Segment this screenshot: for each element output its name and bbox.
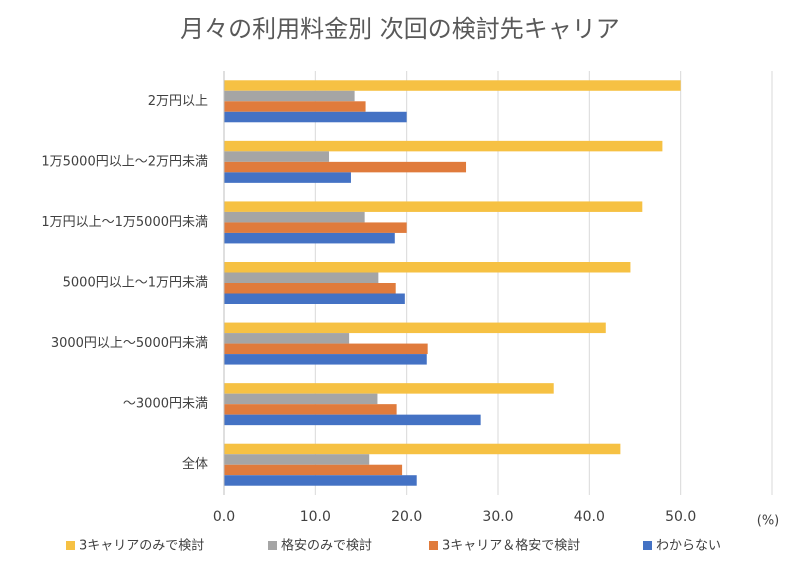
y-tick-label: 全体: [182, 456, 208, 472]
y-tick-label: ～3000円未満: [123, 397, 208, 412]
bar: [224, 222, 407, 233]
bar: [224, 443, 621, 455]
x-tick-label: 30.0: [482, 509, 513, 525]
bar: [224, 232, 395, 244]
legend-swatch: [66, 541, 75, 550]
bar: [224, 272, 379, 283]
x-tick-label: 0.0: [213, 509, 235, 525]
y-tick-label: 5000円以上～1万円未満: [63, 276, 208, 291]
legend-swatch: [268, 541, 277, 550]
x-tick-label: 50.0: [665, 509, 696, 525]
bar: [224, 404, 397, 415]
legend-swatch: [643, 541, 652, 550]
bar: [224, 262, 631, 273]
bar: [224, 333, 350, 344]
bar: [224, 101, 366, 112]
chart-title: 月々の利用料金別 次回の検討先キャリア: [180, 15, 620, 43]
bar: [224, 151, 330, 162]
y-tick-label: 1万5000円以上～2万円未満: [41, 154, 208, 169]
bar: [224, 161, 467, 173]
bar: [224, 211, 365, 223]
bar: [224, 383, 554, 394]
bar: [224, 393, 378, 405]
bar: [224, 475, 417, 486]
bar: [224, 464, 403, 476]
bar: [224, 414, 481, 426]
bar: [224, 454, 370, 465]
legend-label: 3キャリアのみで検討: [79, 538, 204, 554]
bar: [224, 343, 428, 355]
y-tick-label: 3000円以上～5000円未満: [51, 336, 208, 351]
legend-swatch: [429, 541, 438, 550]
legend-label: わからない: [656, 539, 721, 554]
bar: [224, 111, 407, 123]
y-tick-label: 2万円以上: [148, 94, 208, 109]
bar: [224, 201, 643, 212]
bar: [224, 354, 427, 365]
bar: [224, 293, 405, 304]
bar: [224, 80, 681, 91]
bar: [224, 140, 663, 152]
legend-label: 格安のみで検討: [281, 538, 372, 554]
x-tick-label: 10.0: [300, 509, 331, 525]
bar: [224, 172, 351, 183]
x-tick-label: 20.0: [391, 509, 422, 525]
bar: [224, 322, 606, 334]
bar: [224, 90, 355, 102]
x-tick-label: 40.0: [574, 509, 605, 525]
y-tick-label: 1万円以上～1万5000円未満: [41, 215, 208, 230]
bar: [224, 283, 396, 294]
legend-label: 3キャリア＆格安で検討: [442, 538, 580, 554]
x-unit: (%): [757, 514, 780, 529]
